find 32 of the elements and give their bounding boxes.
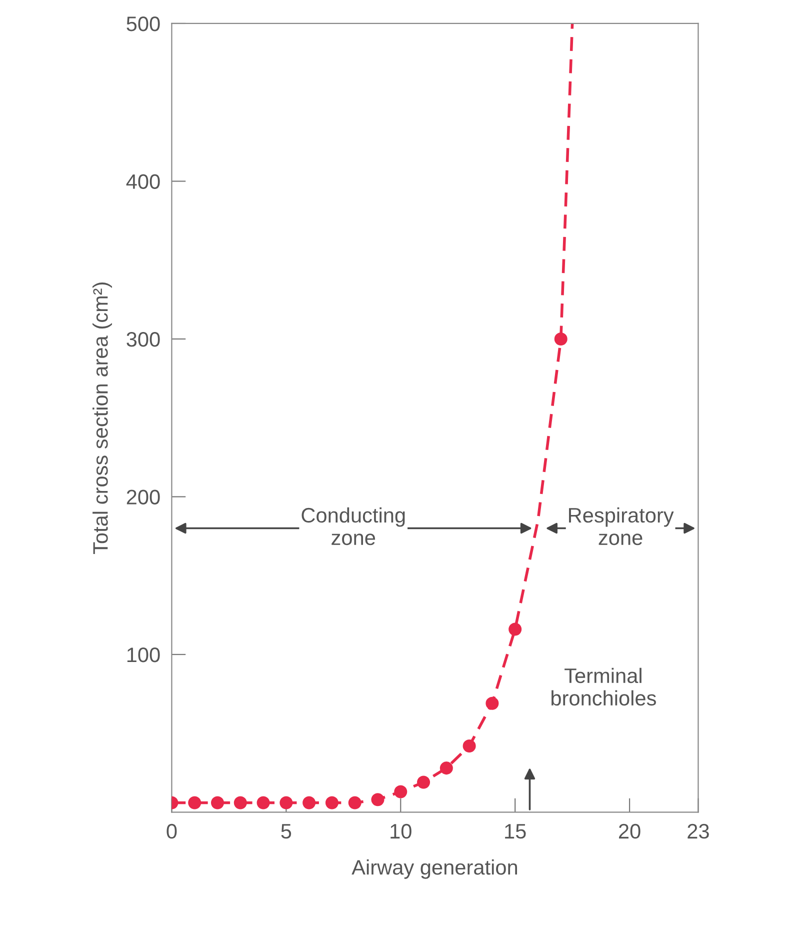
point: [508, 622, 522, 636]
point: [371, 793, 384, 806]
y-tick-label: 100: [127, 647, 160, 662]
point: [302, 796, 316, 810]
point: [348, 796, 362, 810]
y-tick-label: 400: [126, 174, 160, 189]
y-axis-title: Total cross section area (cm²): [92, 282, 112, 554]
x-tick-label: 10: [390, 824, 412, 839]
point: [486, 696, 499, 710]
point: [394, 785, 408, 798]
point: [256, 796, 270, 810]
x-axis-title: Airway generation: [352, 859, 517, 879]
x-tick-label: 23: [688, 824, 709, 839]
point: [462, 739, 476, 752]
point: [325, 796, 338, 810]
x-tick-label: 15: [505, 824, 526, 839]
point: [234, 796, 247, 810]
x-tick-label: 0: [166, 824, 177, 839]
x-tick-label: 20: [619, 824, 640, 839]
point: [188, 796, 202, 810]
x-tick-label: 5: [281, 824, 292, 839]
annotation: Respiratory zone: [569, 507, 674, 546]
y-tick-label: 500: [126, 16, 160, 32]
point: [417, 776, 430, 789]
annotation: Terminal bronchioles: [552, 668, 656, 706]
point: [440, 762, 453, 775]
y-tick-label: 300: [126, 332, 160, 347]
point: [211, 796, 224, 810]
annotation: Conducting zone: [302, 507, 405, 546]
point: [280, 796, 293, 810]
point: [554, 332, 568, 346]
y-tick-label: 200: [126, 490, 160, 504]
